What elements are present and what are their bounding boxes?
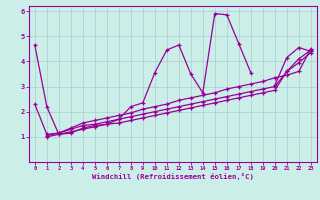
X-axis label: Windchill (Refroidissement éolien,°C): Windchill (Refroidissement éolien,°C): [92, 173, 254, 180]
